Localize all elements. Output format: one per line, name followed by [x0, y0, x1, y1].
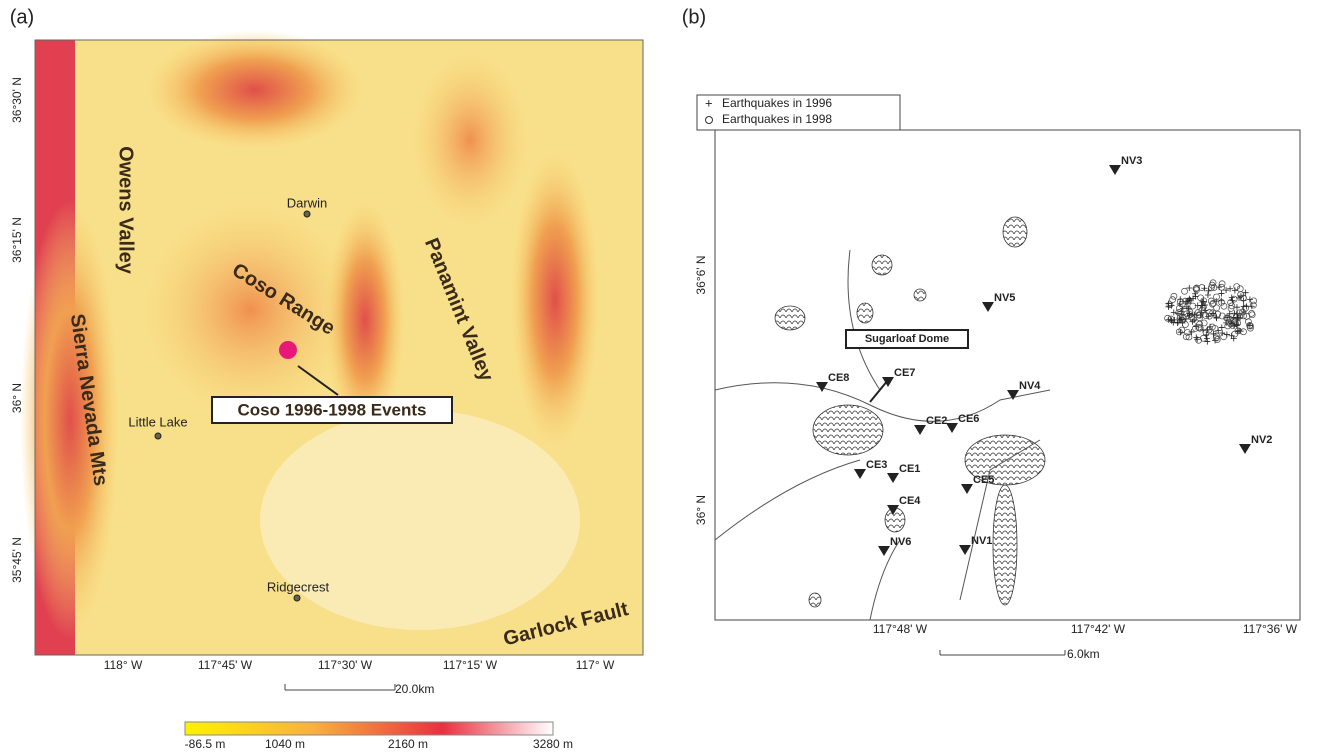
scale-bar — [285, 684, 395, 690]
lat-label: 35°45' N — [10, 537, 24, 583]
station-label: NV2 — [1251, 434, 1272, 446]
terrain — [510, 150, 600, 450]
lat-label: 36°30' N — [10, 77, 24, 123]
terrain — [410, 50, 530, 230]
legend-label: Earthquakes in 1998 — [722, 112, 832, 126]
scale-label: 6.0km — [1067, 647, 1100, 661]
lon-label: 117° W — [576, 658, 615, 672]
town — [155, 433, 161, 439]
scale-bar — [940, 650, 1065, 655]
station-label: NV5 — [994, 292, 1015, 304]
colorbar — [185, 722, 553, 735]
lon-label: 117°15' W — [443, 658, 498, 672]
town — [294, 595, 300, 601]
station-label: CE4 — [899, 495, 921, 507]
callout-label: Sugarloaf Dome — [865, 333, 949, 345]
station-label: CE3 — [866, 459, 887, 471]
legend-symbol: + — [705, 95, 713, 110]
lon-label: 117°42' W — [1071, 622, 1126, 636]
station-label: CE2 — [926, 415, 947, 427]
lat-label: 36° N — [10, 383, 24, 413]
place-label: Darwin — [287, 195, 327, 210]
colorbar-label: 2160 m — [388, 737, 428, 751]
terrain — [260, 410, 580, 630]
town — [304, 211, 310, 217]
colorbar-label: -86.5 m — [185, 737, 226, 751]
place-label: Little Lake — [128, 414, 187, 429]
callout-label: Coso 1996-1998 Events — [238, 400, 427, 419]
station-label: CE7 — [894, 367, 915, 379]
station-label: NV6 — [890, 536, 911, 548]
panel-label: (b) — [682, 6, 706, 28]
lon-label: 118° W — [104, 658, 143, 672]
terrain — [145, 30, 365, 150]
station-label: CE5 — [973, 474, 994, 486]
lon-label: 117°36' W — [1243, 622, 1298, 636]
station-label: CE6 — [958, 413, 979, 425]
figure: + (a) 36°30' N 36°15' N 36° N 35°45' N 118° W… — [0, 0, 1331, 752]
lat-label: 36°6' N — [694, 255, 708, 294]
station-label: CE8 — [828, 372, 849, 384]
event-location — [279, 341, 297, 359]
station-label: NV1 — [971, 535, 992, 547]
colorbar-label: 1040 m — [265, 737, 305, 751]
station-label: NV4 — [1019, 380, 1041, 392]
lat-label: 36° N — [694, 495, 708, 525]
place-label: Ridgecrest — [267, 579, 330, 594]
place-label: Owens Valley — [115, 146, 137, 275]
lon-label: 117°45' W — [198, 658, 253, 672]
station-label: CE1 — [899, 463, 920, 475]
lon-label: 117°30' W — [318, 658, 373, 672]
legend-label: Earthquakes in 1996 — [722, 96, 832, 110]
lat-label: 36°15' N — [10, 217, 24, 263]
panel-label: (a) — [10, 6, 34, 28]
colorbar-label: 3280 m — [533, 737, 573, 751]
lon-label: 117°48' W — [873, 622, 928, 636]
station-label: NV3 — [1121, 155, 1142, 167]
scale-label: 20.0km — [395, 682, 434, 696]
